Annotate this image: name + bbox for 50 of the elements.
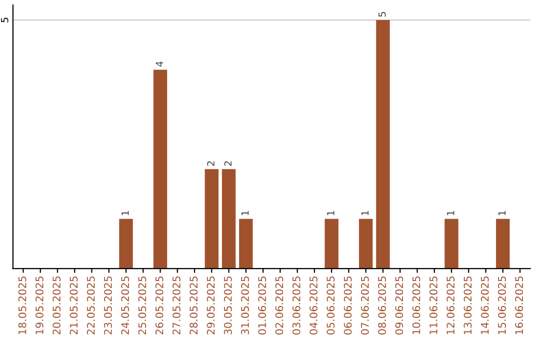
x-tick-label: 06.06.2025 — [344, 276, 352, 334]
bar — [119, 218, 133, 269]
x-tick-label: 04.06.2025 — [310, 276, 318, 334]
x-tick-label: 20.05.2025 — [52, 276, 61, 334]
data-label: 5 — [378, 12, 386, 17]
x-tick-label: 30.05.2025 — [224, 276, 232, 334]
data-label: 2 — [224, 161, 232, 166]
x-tick-label: 03.06.2025 — [292, 276, 300, 334]
x-tick-label: 24.05.2025 — [121, 276, 130, 334]
x-tick-label: 28.05.2025 — [190, 276, 198, 334]
data-label: 2 — [207, 161, 214, 166]
x-tick-label: 18.05.2025 — [18, 276, 26, 334]
data-label: 1 — [327, 210, 334, 216]
x-tick-label: 08.06.2025 — [378, 276, 386, 334]
x-tick-label: 14.06.2025 — [480, 276, 489, 334]
x-tick-label: 07.06.2025 — [360, 276, 369, 334]
bar — [358, 218, 373, 269]
x-tick-label: 13.06.2025 — [464, 276, 472, 334]
bar — [444, 218, 458, 269]
bar — [153, 70, 168, 269]
x-tick-label: 05.06.2025 — [326, 276, 335, 334]
x-tick-label: 26.05.2025 — [155, 276, 164, 334]
x-tick-label: 27.05.2025 — [172, 276, 180, 334]
bar — [324, 218, 338, 269]
x-tick-label: 19.05.2025 — [36, 276, 44, 334]
x-tick-label: 29.05.2025 — [206, 276, 215, 334]
bar — [496, 218, 510, 269]
x-tick-label: 01.06.2025 — [258, 276, 266, 334]
x-tick-label: 15.06.2025 — [498, 276, 506, 334]
bar — [376, 20, 390, 269]
bar — [239, 218, 253, 269]
bar — [222, 169, 236, 269]
data-label: 1 — [447, 210, 454, 216]
x-tick-label: 25.05.2025 — [138, 276, 146, 334]
bar — [204, 169, 219, 269]
data-label: 1 — [361, 210, 369, 216]
x-tick-label: 09.06.2025 — [395, 276, 404, 334]
data-label: 1 — [122, 210, 129, 216]
x-tick-label: 12.06.2025 — [446, 276, 455, 334]
x-tick-label: 23.05.2025 — [104, 276, 112, 334]
x-tick-label: 10.06.2025 — [412, 276, 420, 334]
x-tick-label: 11.06.2025 — [429, 276, 438, 334]
x-tick-label: 21.05.2025 — [70, 276, 78, 334]
x-tick-label: 22.05.2025 — [86, 276, 95, 334]
x-tick-label: 31.05.2025 — [241, 276, 249, 334]
data-label: 1 — [242, 210, 249, 216]
data-label: 4 — [156, 61, 163, 67]
x-tick-label: 02.06.2025 — [275, 276, 284, 334]
x-tick-label: 16.06.2025 — [515, 276, 524, 334]
data-label: 1 — [498, 210, 506, 216]
